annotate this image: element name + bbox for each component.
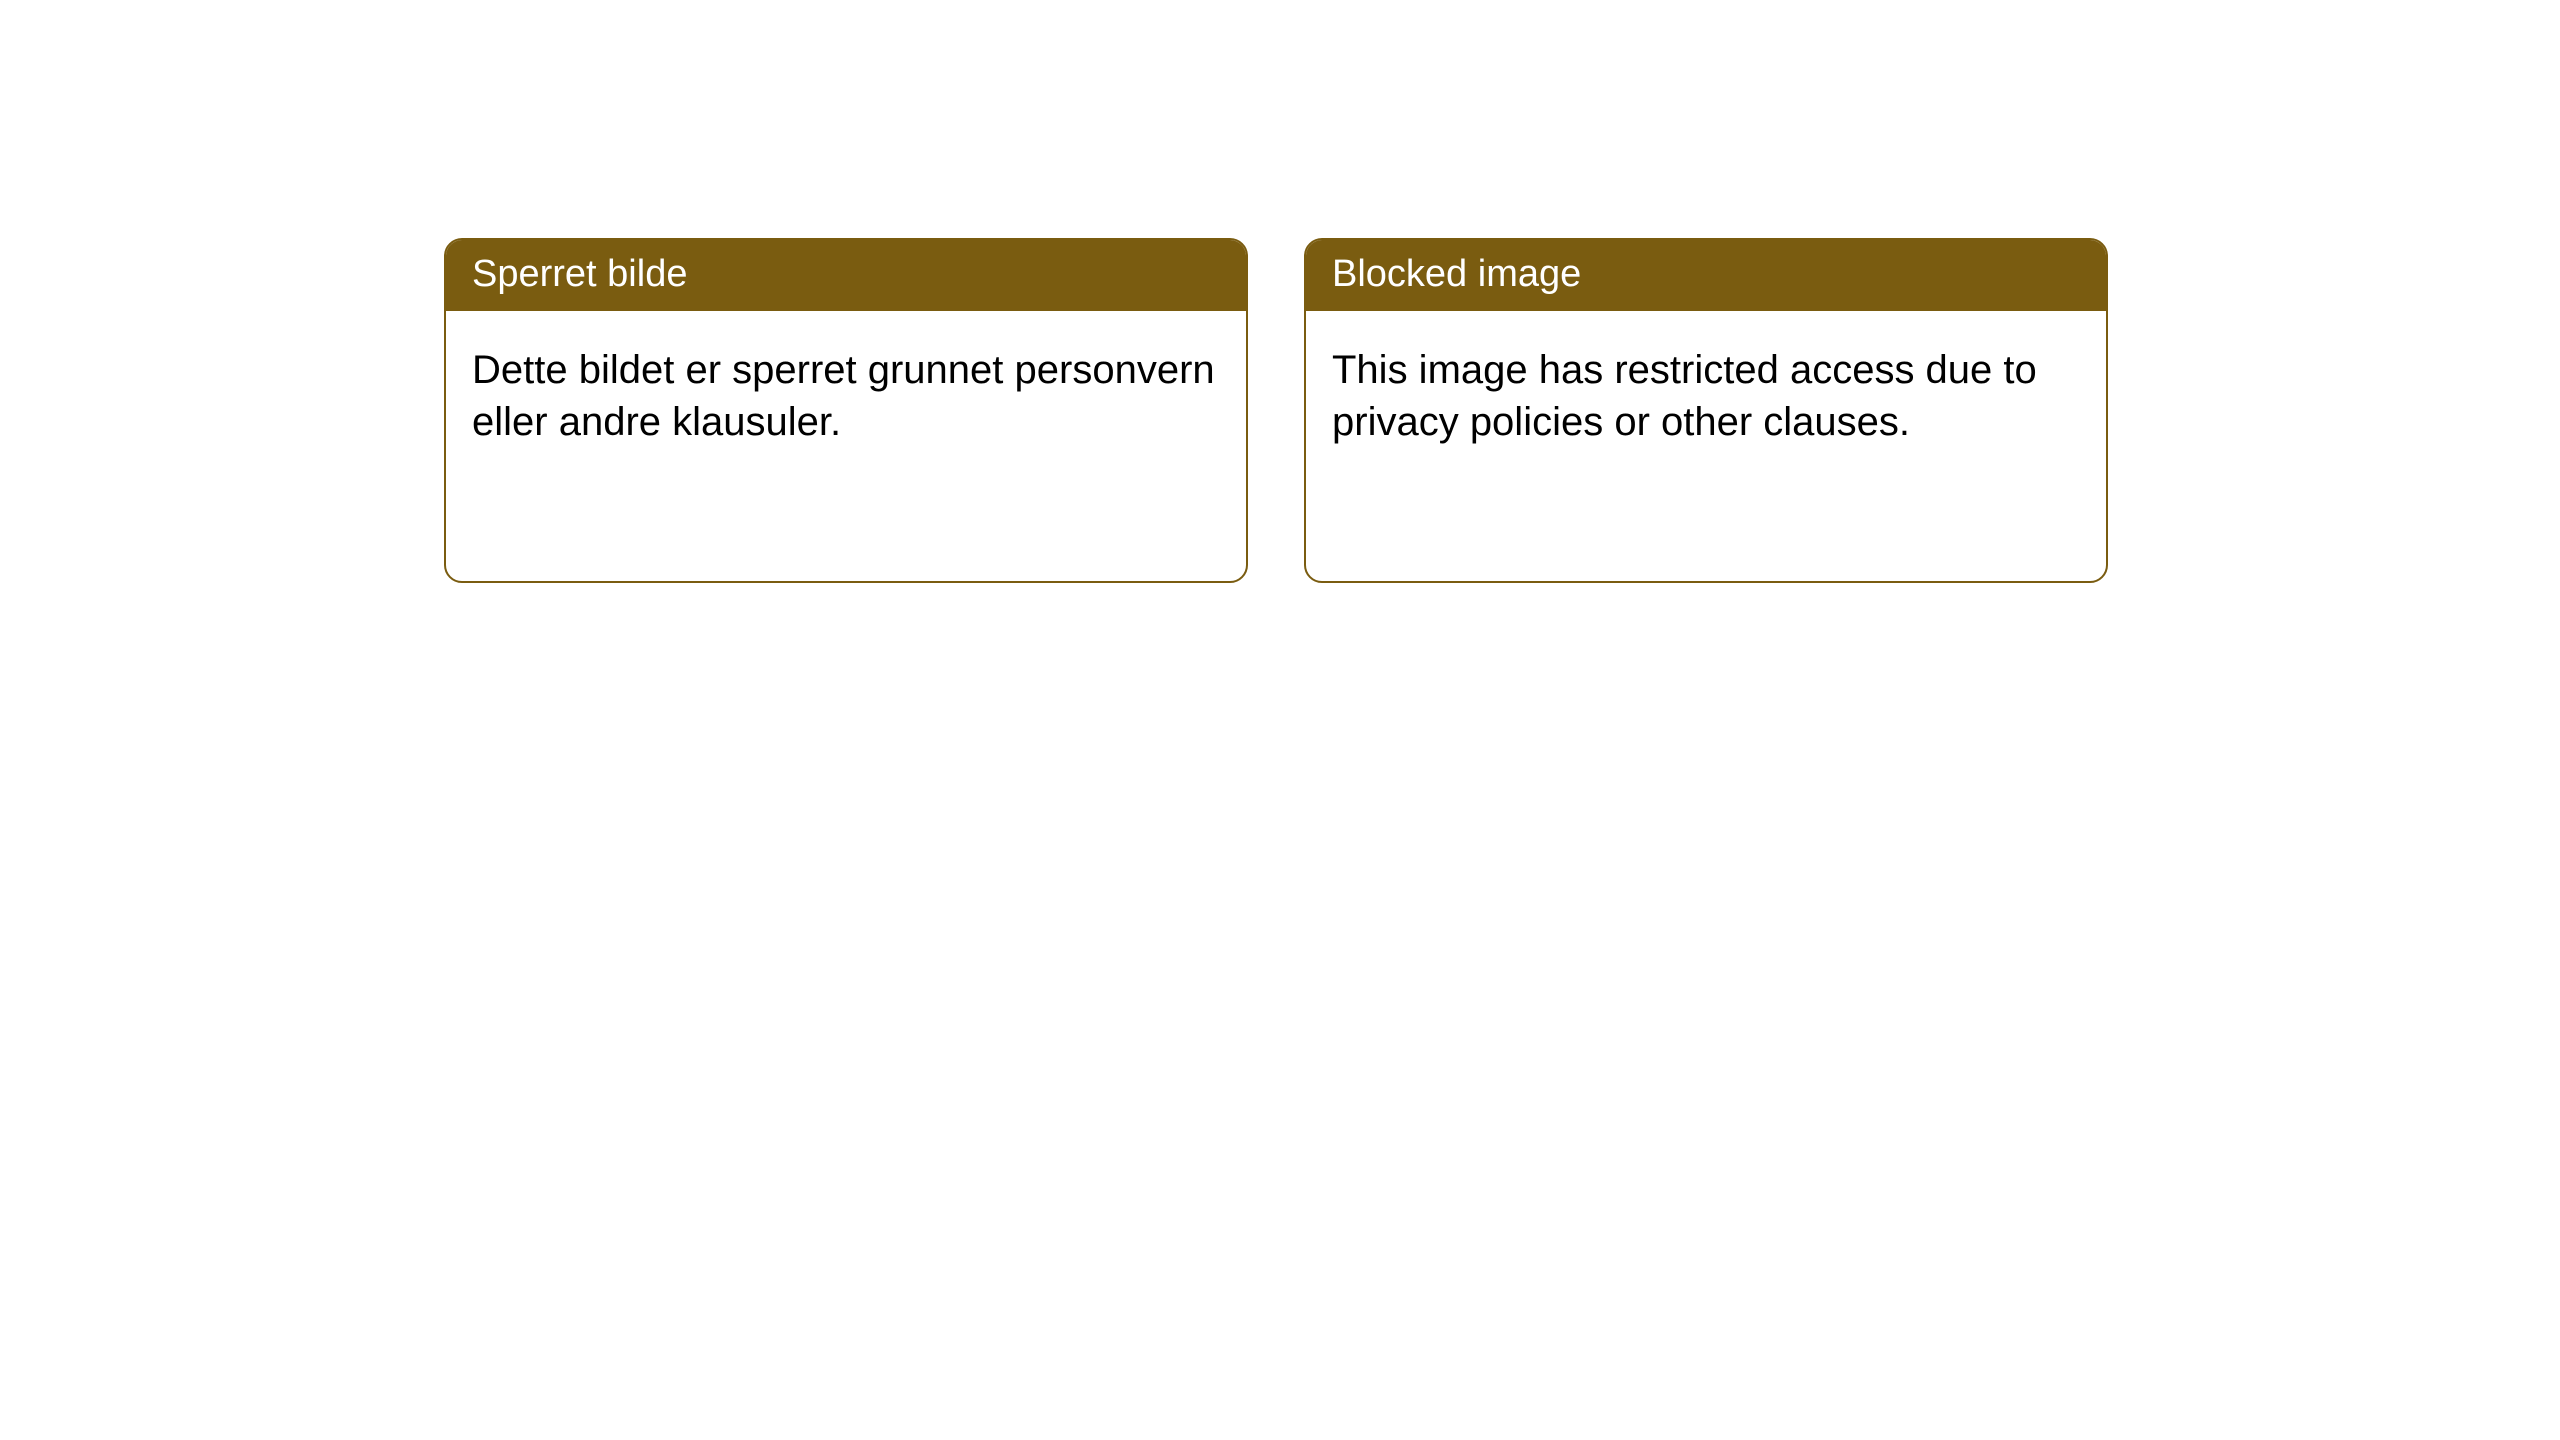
notice-card-en: Blocked image This image has restricted … [1304,238,2108,583]
notice-title-no: Sperret bilde [446,240,1246,311]
notice-body-no: Dette bildet er sperret grunnet personve… [446,311,1246,581]
notice-card-no: Sperret bilde Dette bildet er sperret gr… [444,238,1248,583]
notice-title-en: Blocked image [1306,240,2106,311]
notice-container: Sperret bilde Dette bildet er sperret gr… [0,0,2560,583]
notice-body-en: This image has restricted access due to … [1306,311,2106,581]
